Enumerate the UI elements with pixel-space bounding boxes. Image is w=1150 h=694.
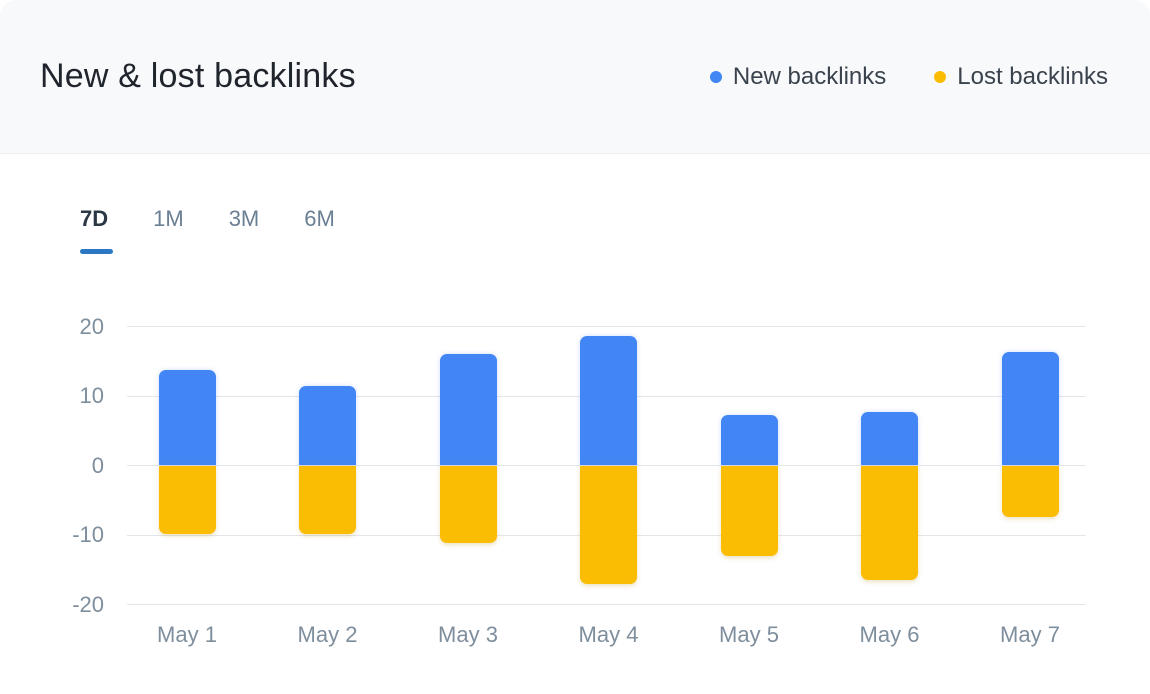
bar-lost-backlinks[interactable] (299, 465, 356, 534)
active-tab-indicator (80, 249, 113, 254)
legend-item-new-backlinks[interactable]: New backlinks (709, 62, 887, 91)
tab-6m-label: 6M (304, 206, 335, 231)
y-tick-label: -10 (72, 522, 104, 547)
tab-7d[interactable]: 7D (80, 206, 113, 254)
legend-label: Lost backlinks (957, 62, 1108, 90)
legend-label: New backlinks (732, 62, 887, 90)
y-tick-label: 0 (91, 452, 104, 478)
x-tick-label: May 2 (297, 622, 358, 647)
bar-new-backlinks[interactable] (580, 336, 637, 466)
bar-lost-backlinks[interactable] (861, 465, 918, 581)
bar-lost-backlinks[interactable] (439, 465, 497, 544)
tab-1m-label: 1M (153, 206, 184, 231)
lost-backlinks-dot-icon (934, 70, 947, 83)
bar-new-backlinks[interactable] (158, 369, 216, 466)
tab-7d-label: 7D (80, 206, 109, 231)
x-tick-label: May 4 (578, 622, 639, 647)
bar-lost-backlinks[interactable] (720, 465, 778, 556)
bar-new-backlinks[interactable] (861, 411, 918, 466)
bar-new-backlinks[interactable] (299, 386, 356, 466)
x-tick-label: May 6 (859, 622, 920, 647)
x-tick-label: May 1 (157, 622, 217, 647)
bar-new-backlinks[interactable] (1001, 352, 1059, 466)
x-tick-label: May 5 (719, 622, 779, 647)
bar-lost-backlinks[interactable] (580, 465, 637, 584)
gridline (127, 326, 1086, 327)
tab-3m-label: 3M (228, 206, 260, 231)
new-backlinks-dot-icon (709, 70, 722, 83)
x-tick-label: May 7 (1000, 622, 1060, 647)
page-title: New & lost backlinks (40, 57, 356, 95)
y-tick-label: 10 (79, 383, 104, 408)
x-tick-label: May 3 (438, 622, 498, 647)
tab-1m[interactable]: 1M (153, 206, 184, 254)
card-header: New & lost backlinks New backlinks Lost … (0, 0, 1150, 154)
legend-item-lost-backlinks[interactable]: Lost backlinks (934, 63, 1108, 91)
tab-6m[interactable]: 6M (304, 206, 335, 254)
y-tick-label: 20 (79, 313, 104, 339)
bar-lost-backlinks[interactable] (158, 465, 216, 534)
bar-new-backlinks[interactable] (720, 415, 778, 466)
bar-lost-backlinks[interactable] (1001, 465, 1059, 517)
bar-new-backlinks[interactable] (439, 354, 497, 466)
tab-3m[interactable]: 3M (229, 206, 260, 254)
y-tick-label: -20 (72, 591, 104, 617)
legend: New backlinks Lost backlinks (709, 62, 1108, 91)
period-tabs: 7D 1M 3M 6M (80, 206, 335, 254)
gridline (127, 604, 1086, 605)
